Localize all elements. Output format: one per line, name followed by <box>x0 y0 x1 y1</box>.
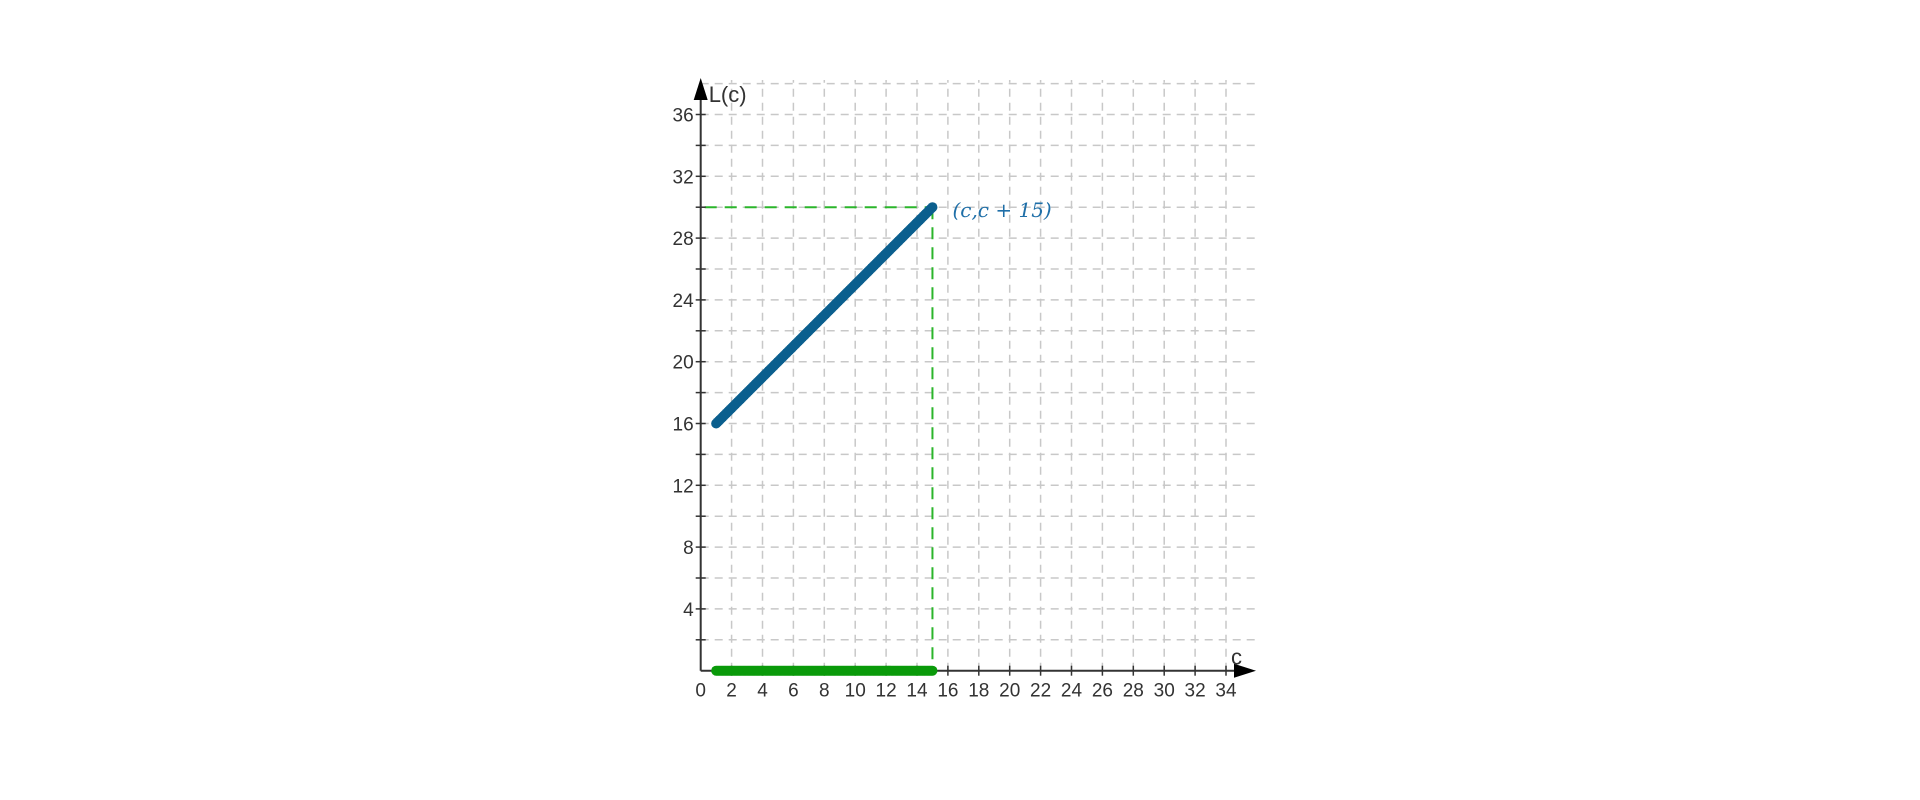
x-tick-label: 4 <box>757 681 768 702</box>
x-tick-label: 24 <box>1061 681 1083 702</box>
guide-lines <box>704 206 934 671</box>
x-tick-label: 28 <box>1123 681 1144 702</box>
x-tick-label: 2 <box>726 681 737 702</box>
y-tick-label: 32 <box>673 167 694 188</box>
x-axis-label: c <box>1231 645 1242 670</box>
x-tick-label: 32 <box>1185 681 1206 702</box>
y-tick-label: 4 <box>683 600 694 621</box>
x-axis-arrow <box>1234 663 1256 678</box>
data-points <box>711 202 938 676</box>
x-tick-label: 14 <box>906 681 928 702</box>
data-point <box>927 665 938 676</box>
tick-labels: 0 2 4 6 8 10 12 14 16 18 20 22 24 26 28 30 32 34481216202… <box>673 106 1237 702</box>
x-tick-label: 34 <box>1215 681 1237 702</box>
x-tick-label: 26 <box>1092 681 1113 702</box>
y-tick-label: 8 <box>683 538 694 559</box>
y-axis-label: L(c) <box>709 82 747 107</box>
x-tick-label: 20 <box>999 681 1020 702</box>
grid <box>700 80 1256 671</box>
x-tick-label: 0 <box>695 681 706 702</box>
x-tick-label: 8 <box>819 681 830 702</box>
point-annotation: (c,c + 15) <box>952 198 1051 222</box>
x-tick-label: 18 <box>968 681 989 702</box>
x-tick-label: 16 <box>937 681 958 702</box>
x-tick-label: 6 <box>788 681 799 702</box>
x-tick-label: 22 <box>1030 681 1051 702</box>
axes <box>693 78 1256 678</box>
y-axis-arrow <box>693 78 708 100</box>
x-tick-label: 30 <box>1154 681 1175 702</box>
x-tick-label: 10 <box>845 681 866 702</box>
y-tick-label: 28 <box>673 229 694 250</box>
y-tick-label: 12 <box>673 476 694 497</box>
y-tick-label: 24 <box>673 291 695 312</box>
y-tick-label: 20 <box>673 353 694 374</box>
x-tick-label: 12 <box>876 681 897 702</box>
y-tick-label: 16 <box>673 415 694 436</box>
data-point <box>927 202 938 213</box>
y-tick-label: 36 <box>673 106 694 127</box>
